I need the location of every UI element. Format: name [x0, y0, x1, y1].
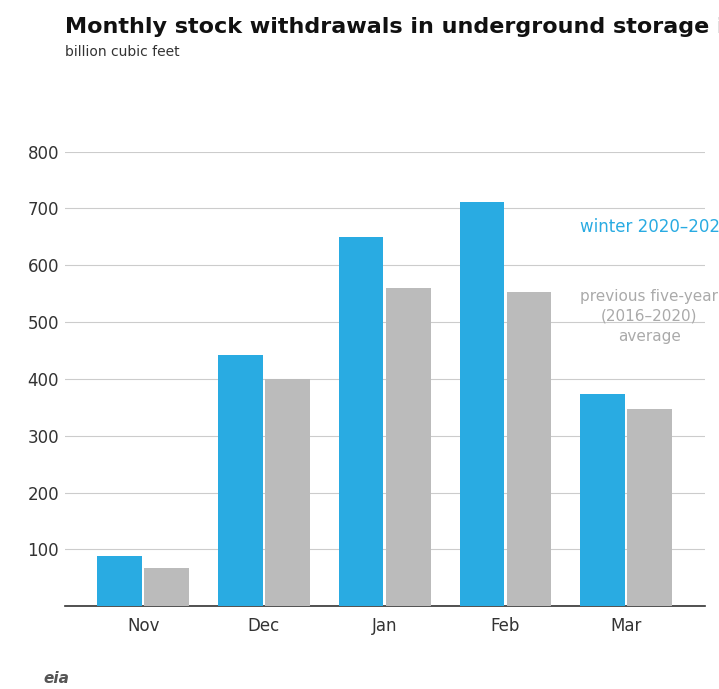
Bar: [628, 409, 672, 606]
Bar: [386, 288, 431, 606]
Bar: [145, 568, 189, 606]
Bar: [218, 355, 262, 606]
Bar: [339, 237, 383, 606]
Bar: [97, 556, 142, 606]
Bar: [459, 202, 504, 606]
Text: previous five-year
(2016–2020)
average: previous five-year (2016–2020) average: [580, 289, 718, 344]
Bar: [265, 379, 310, 606]
Text: winter 2020–2021: winter 2020–2021: [580, 218, 719, 236]
Bar: [580, 394, 625, 606]
Text: billion cubic feet: billion cubic feet: [65, 45, 179, 59]
Text: Monthly stock withdrawals in underground storage in Europe: Monthly stock withdrawals in underground…: [65, 17, 719, 37]
Text: eia: eia: [43, 670, 69, 686]
Bar: [507, 292, 551, 606]
